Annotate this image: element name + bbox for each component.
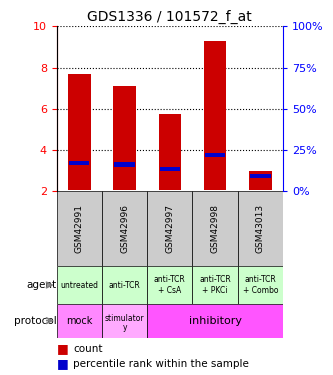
Bar: [114, 162, 135, 166]
Bar: [57, 266, 102, 304]
Bar: [238, 266, 283, 304]
Text: anti-TCR
+ CsA: anti-TCR + CsA: [154, 275, 186, 295]
Bar: [147, 304, 283, 338]
Text: GSM42991: GSM42991: [75, 204, 84, 253]
Text: protocol: protocol: [14, 316, 57, 326]
Bar: [238, 191, 283, 266]
Bar: [57, 191, 102, 266]
Bar: [205, 153, 225, 157]
Text: agent: agent: [27, 280, 57, 290]
Text: percentile rank within the sample: percentile rank within the sample: [73, 359, 249, 369]
Text: anti-TCR
+ PKCi: anti-TCR + PKCi: [199, 275, 231, 295]
Bar: [249, 171, 272, 190]
Text: y: y: [122, 323, 127, 332]
Bar: [69, 161, 90, 165]
Text: anti-TCR
+ Combo: anti-TCR + Combo: [243, 275, 278, 295]
Text: ■: ■: [57, 357, 68, 370]
Text: untreated: untreated: [60, 280, 98, 290]
Text: GSM43013: GSM43013: [256, 204, 265, 254]
Bar: [102, 191, 147, 266]
Text: anti-TCR: anti-TCR: [109, 280, 141, 290]
Bar: [147, 191, 192, 266]
Bar: [159, 114, 181, 190]
Bar: [192, 266, 238, 304]
Bar: [204, 41, 226, 190]
Text: GSM42997: GSM42997: [165, 204, 174, 253]
Text: mock: mock: [66, 316, 93, 326]
Bar: [102, 304, 147, 338]
Text: stimulator: stimulator: [105, 314, 144, 323]
Text: inhibitory: inhibitory: [188, 316, 242, 326]
Bar: [113, 86, 136, 190]
Bar: [68, 74, 91, 190]
Text: ■: ■: [57, 342, 68, 355]
Title: GDS1336 / 101572_f_at: GDS1336 / 101572_f_at: [88, 10, 252, 24]
Bar: [250, 174, 271, 178]
Text: GSM42998: GSM42998: [210, 204, 220, 253]
Text: count: count: [73, 344, 103, 354]
Bar: [160, 166, 180, 171]
Bar: [147, 266, 192, 304]
Bar: [57, 304, 102, 338]
Bar: [192, 191, 238, 266]
Text: GSM42996: GSM42996: [120, 204, 129, 253]
Bar: [102, 266, 147, 304]
